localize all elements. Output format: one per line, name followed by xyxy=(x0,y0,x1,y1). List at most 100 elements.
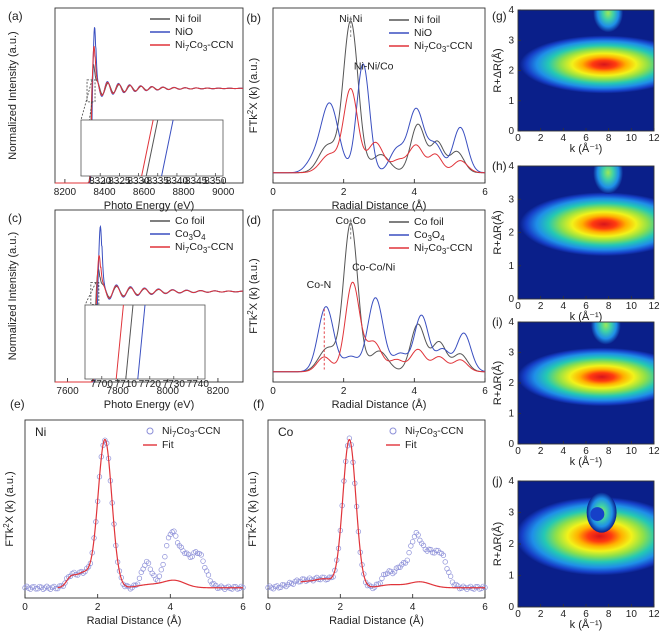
legend-label: Ni7Co3-CCN xyxy=(405,425,464,439)
x-tick-label: 2 xyxy=(95,602,101,613)
panel-label: (c) xyxy=(8,211,22,225)
panel-a: 8200 8400 8600 8800 9000 (a) Photo Energy (eV)… xyxy=(7,7,244,212)
wavelet-lobe xyxy=(518,347,654,407)
data-point xyxy=(196,550,203,557)
legend-label: Co3O4 xyxy=(175,228,206,242)
data-point xyxy=(397,564,403,570)
data-point xyxy=(400,560,407,566)
wavelet-upper-lobe xyxy=(590,322,621,345)
x-tick-label: 0 xyxy=(515,446,521,457)
y-tick-label: 2 xyxy=(508,228,514,239)
formula-part: -CCN xyxy=(207,39,233,51)
formula-part: O xyxy=(193,228,201,240)
inset-tick-label: 8350 xyxy=(204,176,227,187)
data-point xyxy=(176,543,183,549)
inset-tick-label: 7700 xyxy=(91,379,114,390)
x-tick-label: 8000 xyxy=(157,386,180,397)
y-axis-label: Normalized Intensity (a.u.) xyxy=(7,31,19,159)
ylabel-part: 2 xyxy=(245,523,254,528)
wavelet-lobe xyxy=(518,496,654,576)
data-point xyxy=(294,577,300,583)
y-axis-label: FTk2X (k) (a.u.) xyxy=(2,471,16,546)
panel-f-frame xyxy=(267,419,486,599)
data-point xyxy=(22,585,28,591)
legend-label: NiO xyxy=(414,27,432,39)
formula-part: -CCN xyxy=(446,242,472,254)
formula-part: Ni xyxy=(162,425,172,437)
legend-label: NiO xyxy=(175,26,193,38)
formula-part: 3 xyxy=(203,44,208,53)
legend-label: Ni7Co3-CCN xyxy=(175,241,234,255)
inset-tick-label: 8335 xyxy=(147,176,170,187)
x-tick-label: 6 xyxy=(482,386,488,397)
formula-part: Co xyxy=(419,425,433,437)
x-tick-label: 6 xyxy=(583,609,589,620)
x-tick-label: 8400 xyxy=(93,187,116,198)
x-tick-label: 4 xyxy=(412,386,418,397)
data-point xyxy=(153,576,159,582)
x-tick-label: 2 xyxy=(341,187,347,198)
legend-label: Ni7Co3-CCN xyxy=(414,40,473,54)
ylabel-part: 2 xyxy=(246,109,255,114)
panel-label: (g) xyxy=(492,9,507,23)
series-Co3O4 xyxy=(273,297,486,373)
y-tick-label: 4 xyxy=(508,5,514,16)
x-tick-label: 8 xyxy=(606,133,612,144)
peak-annotation: Co-Co/Ni xyxy=(352,261,395,273)
data-point xyxy=(211,581,217,587)
data-point xyxy=(131,582,137,588)
data-point xyxy=(182,550,188,557)
data-point xyxy=(24,583,30,589)
x-axis-label: Photo Energy (eV) xyxy=(104,399,195,411)
panel-label: (i) xyxy=(492,315,503,329)
series-Ni7Co3-CCN xyxy=(273,281,485,373)
data-point xyxy=(207,578,213,584)
data-point xyxy=(162,554,168,560)
x-axis-label: k (Å⁻¹) xyxy=(570,142,603,155)
formula-part: 7 xyxy=(424,45,429,54)
formula-part: 3 xyxy=(442,45,447,54)
legend-label: Ni7Co3-CCN xyxy=(414,242,473,256)
inset-tick-label: 7730 xyxy=(163,379,186,390)
x-tick-label: 8800 xyxy=(173,187,196,198)
x-axis-label: Radial Distance (Å) xyxy=(332,398,427,411)
series-Co foil xyxy=(273,222,486,373)
x-tick-label: 12 xyxy=(648,446,660,457)
inset-tick-label: 8340 xyxy=(166,176,189,187)
formula-part: 3 xyxy=(427,234,432,243)
x-tick-label: 2 xyxy=(538,446,544,457)
series-Ni7Co3-CCN xyxy=(55,254,244,383)
data-point xyxy=(440,552,447,558)
inset-edge-line xyxy=(161,119,174,177)
data-point xyxy=(442,559,448,565)
data-point xyxy=(205,572,212,578)
x-tick-label: 8 xyxy=(606,446,612,457)
y-tick-label: 2 xyxy=(508,539,514,550)
legend-marker xyxy=(146,427,154,435)
data-point xyxy=(402,560,409,566)
formula-part: 3 xyxy=(433,430,438,439)
data-point xyxy=(426,546,432,552)
peak-annotation: Ni-Ni/Co xyxy=(354,60,394,72)
panel-label: (b) xyxy=(246,11,261,25)
y-tick-label: 0 xyxy=(508,294,514,305)
y-tick-label: 3 xyxy=(508,348,514,359)
data-point xyxy=(33,586,39,592)
data-point xyxy=(415,532,421,538)
inset-edge-line xyxy=(137,304,146,380)
series-Fit xyxy=(57,438,243,589)
x-tick-label: 0 xyxy=(270,386,276,397)
data-point xyxy=(144,558,150,565)
formula-part: Ni xyxy=(175,39,185,51)
series-Fit xyxy=(300,438,485,589)
data-point xyxy=(67,573,74,579)
series-Ni7Co3-CCN xyxy=(273,87,486,174)
y-axis-label: Normalized Intensity (a.u.) xyxy=(7,232,19,360)
data-point xyxy=(281,582,287,588)
ylabel-part: FTk xyxy=(247,527,259,546)
ylabel-part: FTk xyxy=(4,527,16,546)
wavelet-map xyxy=(518,481,654,607)
